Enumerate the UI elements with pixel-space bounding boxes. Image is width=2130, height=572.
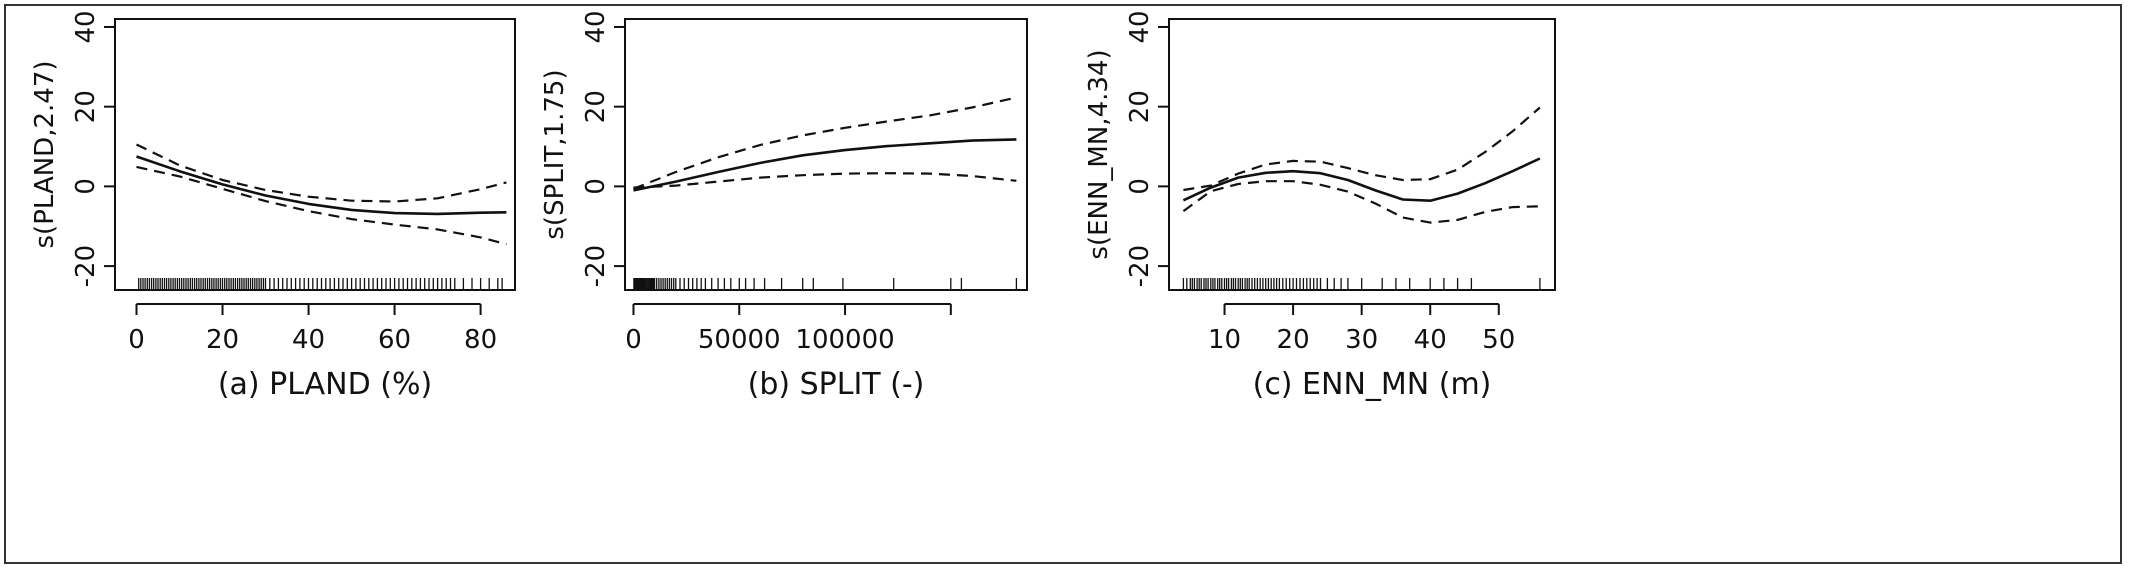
panel-c-caption: (c) ENN_MN (m) — [1253, 367, 1492, 402]
panel-b-y-axis: -20 0 20 40 — [581, 10, 625, 287]
panel-c-curves — [1182, 106, 1541, 224]
panel-b-y-tick-label: 0 — [581, 178, 611, 195]
panel-c-x-tick-label: 20 — [1277, 325, 1310, 355]
panel-a-y-axis: -20 0 20 40 — [71, 10, 115, 287]
panel-c-x-axis: 10 20 30 40 50 — [1208, 303, 1515, 355]
panel-c: -20 0 20 40 10 20 30 40 50 s(ENN_MN,4.34) (c) E… — [1084, 10, 1556, 402]
panel-b-y-label: s(SPLIT,1.75) — [540, 69, 570, 239]
panel-b-caption: (b) SPLIT (-) — [748, 367, 925, 402]
panel-a-caption: (a) PLAND (%) — [218, 367, 432, 402]
panel-a-x-tick-label: 40 — [292, 325, 325, 355]
panel-b-ci-line-1 — [633, 96, 1017, 190]
panel-b-x-tick-label: 0 — [625, 325, 642, 355]
panel-c-y-tick-label: 0 — [1125, 178, 1155, 195]
panel-b-rug — [633, 278, 1018, 290]
panel-c-x-tick-label: 40 — [1414, 325, 1447, 355]
panel-a-y-tick-label: 0 — [71, 178, 101, 195]
panel-a-x-axis: 0 20 40 60 80 — [128, 303, 497, 355]
panel-c-x-tick-label: 50 — [1482, 325, 1515, 355]
panel-b: -20 0 20 40 0 50000 100000 s(SPLIT,1.75) (b) … — [540, 10, 1028, 402]
panel-c-ci-line-1 — [1183, 106, 1541, 192]
panel-c-x-tick-label: 10 — [1208, 325, 1241, 355]
panel-a-x-tick-label: 0 — [128, 325, 145, 355]
panel-c-x-tick-label: 30 — [1345, 325, 1378, 355]
panel-b-y-tick-label: -20 — [581, 245, 611, 287]
panel-c-plot-box — [1168, 18, 1556, 291]
panel-a-x-tick-label: 80 — [464, 325, 497, 355]
panel-c-rug — [1182, 278, 1541, 290]
panel-c-y-axis: -20 0 20 40 — [1125, 10, 1169, 287]
panel-a-plot-box — [114, 18, 516, 291]
panel-b-curves — [633, 96, 1017, 192]
panel-a-rug — [138, 278, 503, 290]
panel-b-y-tick-label: 20 — [581, 90, 611, 123]
figure-frame — [4, 4, 2122, 564]
panel-b-y-tick-label: 40 — [581, 10, 611, 43]
panel-b-plot-box — [624, 18, 1028, 291]
panel-a-curves — [136, 143, 507, 246]
panel-a-ci-line-1 — [136, 143, 507, 203]
panel-a-y-tick-label: 20 — [71, 90, 101, 123]
panel-a-x-tick-label: 60 — [378, 325, 411, 355]
panel-c-fit-line — [1182, 157, 1541, 202]
panel-a-ci-line-2 — [136, 165, 507, 246]
panel-b-fit-line — [633, 138, 1017, 192]
panel-a-x-tick-label: 20 — [206, 325, 239, 355]
panel-c-y-tick-label: -20 — [1125, 245, 1155, 287]
panel-b-x-tick-label: 50000 — [698, 325, 781, 355]
panel-a-y-label: s(PLAND,2.47) — [30, 60, 60, 248]
panel-a: -20 0 20 40 0 20 40 60 80 s(PLAND,2.47) (a) PLA… — [30, 10, 516, 402]
panel-c-y-label: s(ENN_MN,4.34) — [1084, 49, 1114, 259]
panel-a-y-tick-label: -20 — [71, 245, 101, 287]
panel-a-y-tick-label: 40 — [71, 10, 101, 43]
panel-a-fit-line — [136, 155, 507, 216]
panel-c-y-tick-label: 20 — [1125, 90, 1155, 123]
panel-c-ci-line-2 — [1182, 180, 1540, 224]
panel-b-ci-line-2 — [633, 172, 1017, 189]
panel-b-x-axis: 0 50000 100000 — [625, 303, 952, 355]
panel-c-y-tick-label: 40 — [1125, 10, 1155, 43]
panel-b-x-tick-label: 100000 — [795, 325, 894, 355]
